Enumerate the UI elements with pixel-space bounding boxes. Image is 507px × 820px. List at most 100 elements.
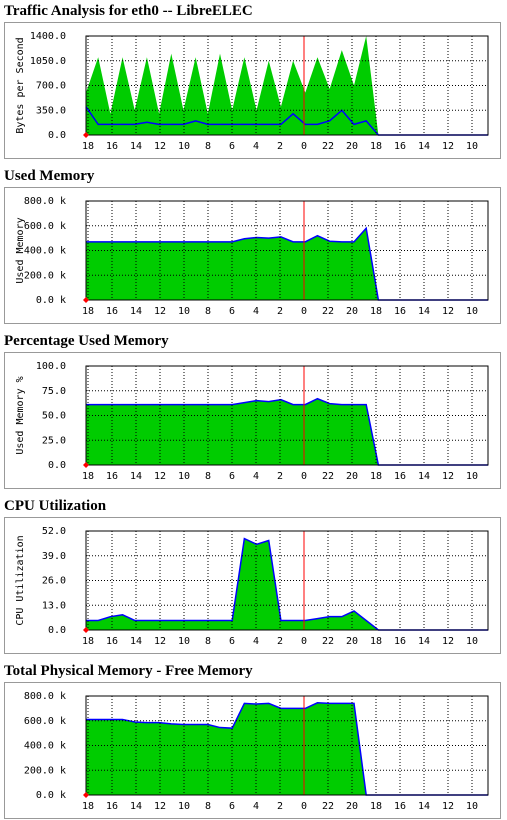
x-tick-label: 20 — [346, 636, 358, 647]
x-tick-label: 16 — [106, 141, 118, 152]
y-tick-label: 75.0 — [42, 386, 66, 397]
chart-title: Used Memory — [4, 168, 95, 184]
x-tick-label: 16 — [106, 306, 118, 317]
origin-marker — [83, 462, 89, 468]
x-tick-label: 4 — [253, 801, 259, 812]
x-tick-label: 10 — [466, 801, 478, 812]
x-tick-label: 20 — [346, 141, 358, 152]
y-tick-label: 39.0 — [42, 551, 66, 562]
y-tick-label: 600.0 k — [24, 716, 66, 727]
x-tick-label: 8 — [205, 636, 211, 647]
x-tick-label: 4 — [253, 636, 259, 647]
chart-title: CPU Utilization — [4, 498, 107, 514]
y-tick-label: 0.0 — [48, 625, 66, 636]
x-tick-label: 10 — [466, 471, 478, 482]
y-tick-label: 800.0 k — [24, 196, 66, 207]
plot-frame — [85, 35, 489, 136]
x-tick-label: 2 — [277, 636, 283, 647]
x-tick-label: 20 — [346, 801, 358, 812]
x-tick-label: 10 — [178, 801, 190, 812]
x-tick-label: 2 — [277, 471, 283, 482]
x-tick-label: 16 — [394, 636, 406, 647]
x-tick-label: 22 — [322, 471, 334, 482]
x-tick-label: 16 — [394, 801, 406, 812]
y-tick-label: 26.0 — [42, 576, 66, 587]
x-tick-label: 18 — [82, 306, 94, 317]
x-tick-label: 12 — [154, 141, 166, 152]
y-axis-label: CPU Utilization — [15, 535, 26, 625]
x-tick-label: 4 — [253, 141, 259, 152]
x-tick-label: 20 — [346, 471, 358, 482]
x-tick-label: 12 — [154, 636, 166, 647]
origin-marker — [83, 297, 89, 303]
x-tick-label: 12 — [442, 306, 454, 317]
x-tick-label: 14 — [418, 471, 430, 482]
x-tick-label: 6 — [229, 801, 235, 812]
area — [86, 228, 488, 300]
chart-title: Percentage Used Memory — [4, 333, 169, 349]
x-tick-label: 8 — [205, 141, 211, 152]
x-tick-label: 18 — [82, 636, 94, 647]
x-tick-label: 14 — [130, 636, 142, 647]
x-tick-label: 12 — [442, 801, 454, 812]
area — [86, 538, 488, 630]
x-tick-label: 6 — [229, 306, 235, 317]
y-tick-label: 400.0 k — [24, 741, 66, 752]
y-tick-label: 0.0 — [48, 460, 66, 471]
x-tick-label: 6 — [229, 636, 235, 647]
x-tick-label: 8 — [205, 471, 211, 482]
x-tick-label: 12 — [154, 471, 166, 482]
x-tick-label: 18 — [82, 141, 94, 152]
x-tick-label: 14 — [418, 636, 430, 647]
chart-title: Total Physical Memory - Free Memory — [4, 663, 253, 679]
x-tick-label: 14 — [418, 141, 430, 152]
x-tick-label: 14 — [130, 471, 142, 482]
chart-title: Traffic Analysis for eth0 -- LibreELEC — [4, 3, 253, 19]
x-tick-label: 18 — [370, 636, 382, 647]
y-tick-label: 52.0 — [42, 526, 66, 537]
x-tick-label: 16 — [106, 471, 118, 482]
x-tick-label: 18 — [82, 471, 94, 482]
x-tick-label: 2 — [277, 306, 283, 317]
x-tick-label: 14 — [130, 306, 142, 317]
y-tick-label: 1050.0 — [30, 56, 66, 67]
x-tick-label: 16 — [394, 141, 406, 152]
y-tick-label: 400.0 k — [24, 246, 66, 257]
x-tick-label: 12 — [442, 636, 454, 647]
plot-frame — [85, 365, 489, 466]
y-tick-label: 800.0 k — [24, 691, 66, 702]
x-tick-label: 14 — [418, 801, 430, 812]
x-tick-label: 16 — [394, 471, 406, 482]
y-tick-label: 100.0 — [36, 361, 66, 372]
plot-frame — [85, 530, 489, 631]
x-tick-label: 18 — [370, 306, 382, 317]
y-axis-label: Bytes per Second — [15, 37, 26, 133]
x-tick-label: 2 — [277, 141, 283, 152]
origin-marker — [83, 792, 89, 798]
x-tick-label: 0 — [301, 306, 307, 317]
x-tick-label: 22 — [322, 141, 334, 152]
x-tick-label: 12 — [442, 141, 454, 152]
y-tick-label: 13.0 — [42, 600, 66, 611]
origin-marker — [83, 132, 89, 138]
y-tick-label: 700.0 — [36, 81, 66, 92]
x-tick-label: 10 — [178, 306, 190, 317]
x-tick-label: 22 — [322, 636, 334, 647]
y-tick-label: 50.0 — [42, 411, 66, 422]
x-tick-label: 0 — [301, 801, 307, 812]
y-tick-label: 350.0 — [36, 105, 66, 116]
x-tick-label: 18 — [370, 141, 382, 152]
x-tick-label: 6 — [229, 471, 235, 482]
x-tick-label: 10 — [178, 141, 190, 152]
x-tick-label: 12 — [154, 801, 166, 812]
chart-frame — [4, 22, 501, 159]
plot-frame — [85, 695, 489, 796]
x-tick-label: 10 — [466, 636, 478, 647]
x-tick-label: 18 — [370, 471, 382, 482]
y-tick-label: 0.0 k — [36, 790, 66, 801]
x-tick-label: 14 — [130, 141, 142, 152]
x-tick-label: 22 — [322, 801, 334, 812]
y-tick-label: 0.0 k — [36, 295, 66, 306]
